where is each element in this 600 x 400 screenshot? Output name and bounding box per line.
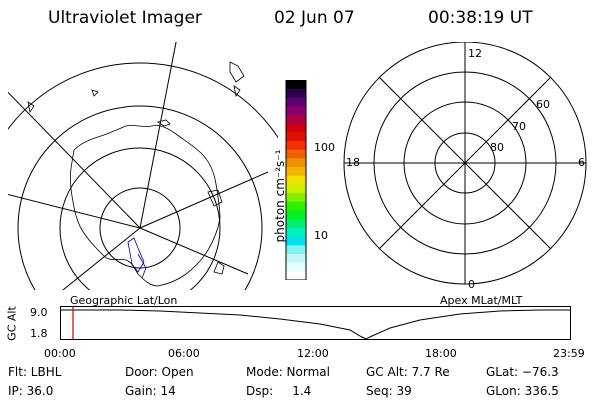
colorbar-band: [286, 245, 306, 255]
timeline-xtick-0000: 00:00: [44, 347, 76, 360]
timeline-ylabel: GC Alt: [5, 306, 19, 341]
colorbar-band: [286, 201, 306, 212]
colorbar-tick-10: 10: [314, 229, 328, 242]
timeline-ytick-high: 9.0: [30, 306, 48, 319]
timeline-xtick-1200: 12:00: [297, 347, 329, 360]
timeline-xtick-0600: 06:00: [168, 347, 200, 360]
colorbar-band: [286, 227, 306, 238]
colorbar-tick-100: 100: [314, 141, 335, 154]
colorbar-band: [286, 236, 306, 246]
mlt-label-12: 12: [468, 47, 482, 60]
polar-plot: [343, 42, 587, 285]
gc-alt-value: GC Alt: 7.7 Re: [366, 365, 450, 379]
colorbar-band: [286, 88, 306, 98]
colorbar-band: [286, 80, 306, 90]
colorbar-band: [286, 271, 306, 280]
colorbar-band: [286, 149, 306, 159]
gain-value: Gain: 14: [125, 384, 176, 398]
colorbar-band: [286, 210, 306, 220]
mlt-label-6: 6: [578, 156, 585, 169]
glat-value: GLat: −76.3: [486, 365, 559, 379]
mlt-label-18: 18: [346, 156, 360, 169]
mlat-label-60: 60: [536, 98, 550, 111]
colorbar-band: [286, 193, 306, 203]
colorbar-band: [286, 166, 306, 177]
mlat-label-70: 70: [512, 120, 526, 133]
mlat-label-80: 80: [490, 141, 504, 154]
mode-value: Mode: Normal: [246, 365, 330, 379]
colorbar-band: [286, 175, 306, 185]
colorbar-band: [286, 97, 306, 107]
colorbar-band: [286, 114, 306, 125]
colorbar-band: [286, 219, 306, 229]
colorbar-band: [286, 184, 306, 194]
colorbar-band: [286, 106, 306, 116]
mlt-label-0: 0: [468, 278, 475, 291]
ip-value: IP: 36.0: [8, 384, 54, 398]
filter-value: Flt: LBHL: [8, 365, 62, 379]
apex-label: Apex MLat/MLT: [440, 294, 523, 307]
colorbar-band: [286, 132, 306, 142]
observation-date: 02 Jun 07: [274, 8, 355, 28]
intensity-colorbar: [285, 80, 307, 280]
timeline-ytick-low: 1.8: [30, 327, 48, 340]
colorbar-unit-label: photon cm⁻²s⁻¹: [273, 149, 287, 243]
altitude-timeline: [60, 306, 571, 340]
colorbar-band: [286, 253, 306, 264]
colorbar-band: [286, 123, 306, 133]
dsp-value: Dsp: 1.4: [246, 384, 312, 398]
glon-value: GLon: 336.5: [486, 384, 559, 398]
colorbar-band: [286, 140, 306, 151]
geographic-label: Geographic Lat/Lon: [70, 294, 178, 307]
instrument-title: Ultraviolet Imager: [48, 8, 202, 28]
geographic-map: [8, 42, 278, 290]
seq-value: Seq: 39: [366, 384, 412, 398]
colorbar-band: [286, 262, 306, 272]
timeline-xtick-2359: 23:59: [553, 347, 585, 360]
observation-time: 00:38:19 UT: [428, 8, 533, 28]
door-value: Door: Open: [125, 365, 194, 379]
colorbar-band: [286, 158, 306, 168]
timeline-xtick-1800: 18:00: [425, 347, 457, 360]
